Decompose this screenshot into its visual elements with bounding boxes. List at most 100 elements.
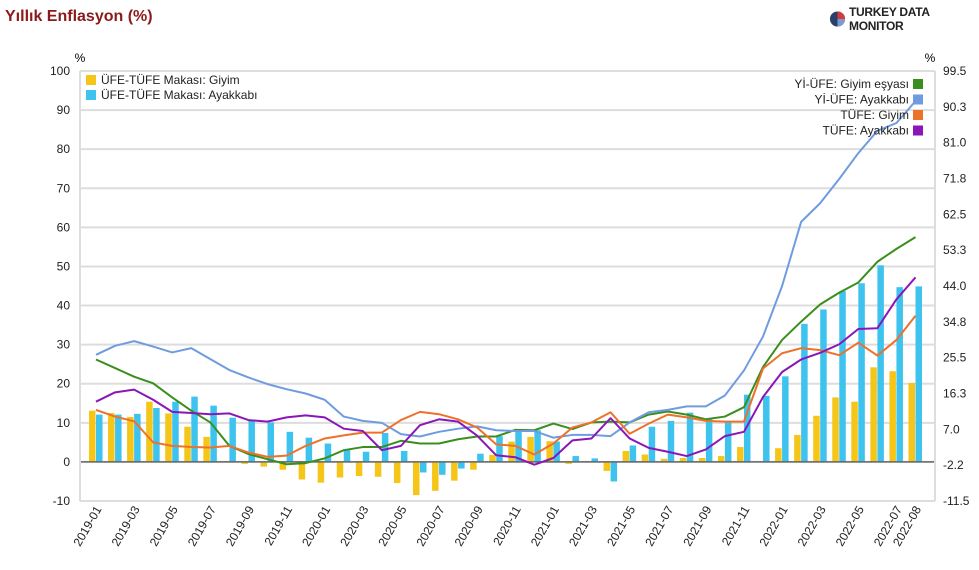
bar-giyim [565,461,572,464]
bar-giyim [298,461,306,480]
bar-ayakkabi [915,286,922,462]
bar-ayakkabi [134,413,141,462]
bar-ayakkabi [324,443,332,462]
bar-giyim [165,413,172,462]
gridlines [80,70,935,502]
x-tick-label: 2021-01 [528,503,562,548]
left-axis-unit: % [75,51,86,65]
x-tick-label: 2019-03 [109,503,143,548]
pie-logo-icon [829,11,846,27]
bar-giyim [622,450,630,462]
x-tick-label: 2019-01 [70,503,104,548]
bar-giyim [679,458,687,462]
right-tick-label: 16.3 [943,387,967,401]
left-tick-label: 70 [57,181,71,195]
bar-ayakkabi [172,401,179,462]
bar-giyim [432,461,439,491]
line-series-2 [95,315,917,458]
left-tick-label: 0 [63,455,70,469]
x-tick-label: 2019-07 [185,503,219,548]
legend-label: Yİ-ÜFE: Giyim eşyası [794,77,909,91]
x-tick-label: 2022-01 [757,503,791,548]
bar-giyim [89,410,96,462]
x-tick-label: 2021-07 [642,503,676,548]
legend-swatch [913,79,923,89]
x-tick-label: 2019-11 [261,503,295,548]
bar-ayakkabi [419,461,427,473]
x-tick-label: 2021-11 [719,503,753,548]
x-tick-label: 2021-09 [680,503,714,548]
bar-ayakkabi [743,394,751,462]
bar-giyim [489,454,496,462]
legend-label: TÜFE: Giyim [840,108,909,122]
bar-giyim [546,441,553,462]
left-tick-label: 20 [57,377,71,391]
bar-giyim [832,397,839,462]
line-series-1 [95,100,917,439]
bar-ayakkabi [381,432,389,462]
bar-giyim [279,461,287,470]
bar-ayakkabi [534,430,541,462]
bar-giyim [241,461,248,464]
right-tick-label: 44.0 [943,279,967,293]
bar-giyim [508,441,515,462]
right-tick-label: 90.3 [943,100,967,114]
bar-giyim [184,426,191,462]
bar-ayakkabi [858,283,865,462]
bar-ayakkabi [610,461,618,482]
bar-giyim [412,461,420,496]
left-tick-label: 30 [57,338,71,352]
bar-giyim [336,461,344,478]
left-tick-label: 50 [57,259,71,273]
bar-giyim [108,413,115,462]
bar-ayakkabi [896,287,903,462]
bar-ayakkabi [572,456,579,462]
bar-giyim [393,461,401,484]
bar-ayakkabi [763,395,770,462]
bar-giyim [355,461,363,476]
x-tick-label: 2020-09 [452,503,486,548]
bar-ayakkabi [724,420,732,462]
bar-giyim [889,371,896,462]
legend-swatch [913,110,923,120]
left-tick-label: 60 [57,220,71,234]
bar-giyim [813,415,820,462]
x-tick-label: 2020-07 [413,503,447,548]
x-tick-label: 2020-05 [375,503,409,548]
bar-ayakkabi [115,414,122,462]
right-tick-label: 81.0 [943,136,967,150]
left-tick-label: 40 [57,299,71,313]
left-tick-label: 80 [57,142,71,156]
bars [89,265,922,496]
x-tick-label: 2019-05 [147,503,181,548]
bar-giyim [736,447,744,462]
x-tick-label: 2019-09 [223,503,257,548]
right-tick-label: 53.3 [943,243,967,257]
bar-ayakkabi [191,396,198,462]
bar-giyim [698,458,706,462]
bar-ayakkabi [362,451,370,462]
bar-ayakkabi [477,453,484,462]
bar-ayakkabi [153,407,160,462]
right-tick-label: -2.2 [943,458,964,472]
x-tick-label: 2020-01 [299,503,333,548]
left-tick-label: -10 [53,494,71,508]
bar-giyim [203,436,210,462]
bar-ayakkabi [229,417,236,462]
right-tick-label: 71.8 [943,172,967,186]
bar-ayakkabi [458,461,465,469]
logo-text: TURKEY DATA MONITOR [849,5,930,33]
right-tick-label: 7.0 [943,422,960,436]
bar-giyim [641,454,649,462]
bar-giyim [317,461,325,483]
bar-ayakkabi [801,323,808,462]
left-tick-label: 10 [57,416,71,430]
bar-ayakkabi [839,291,846,462]
legend-swatch [913,125,923,136]
bar-ayakkabi [96,414,103,462]
logo: TURKEY DATA MONITOR [829,5,979,33]
bar-ayakkabi [400,450,408,462]
x-tick-label: 2022-05 [833,503,867,548]
